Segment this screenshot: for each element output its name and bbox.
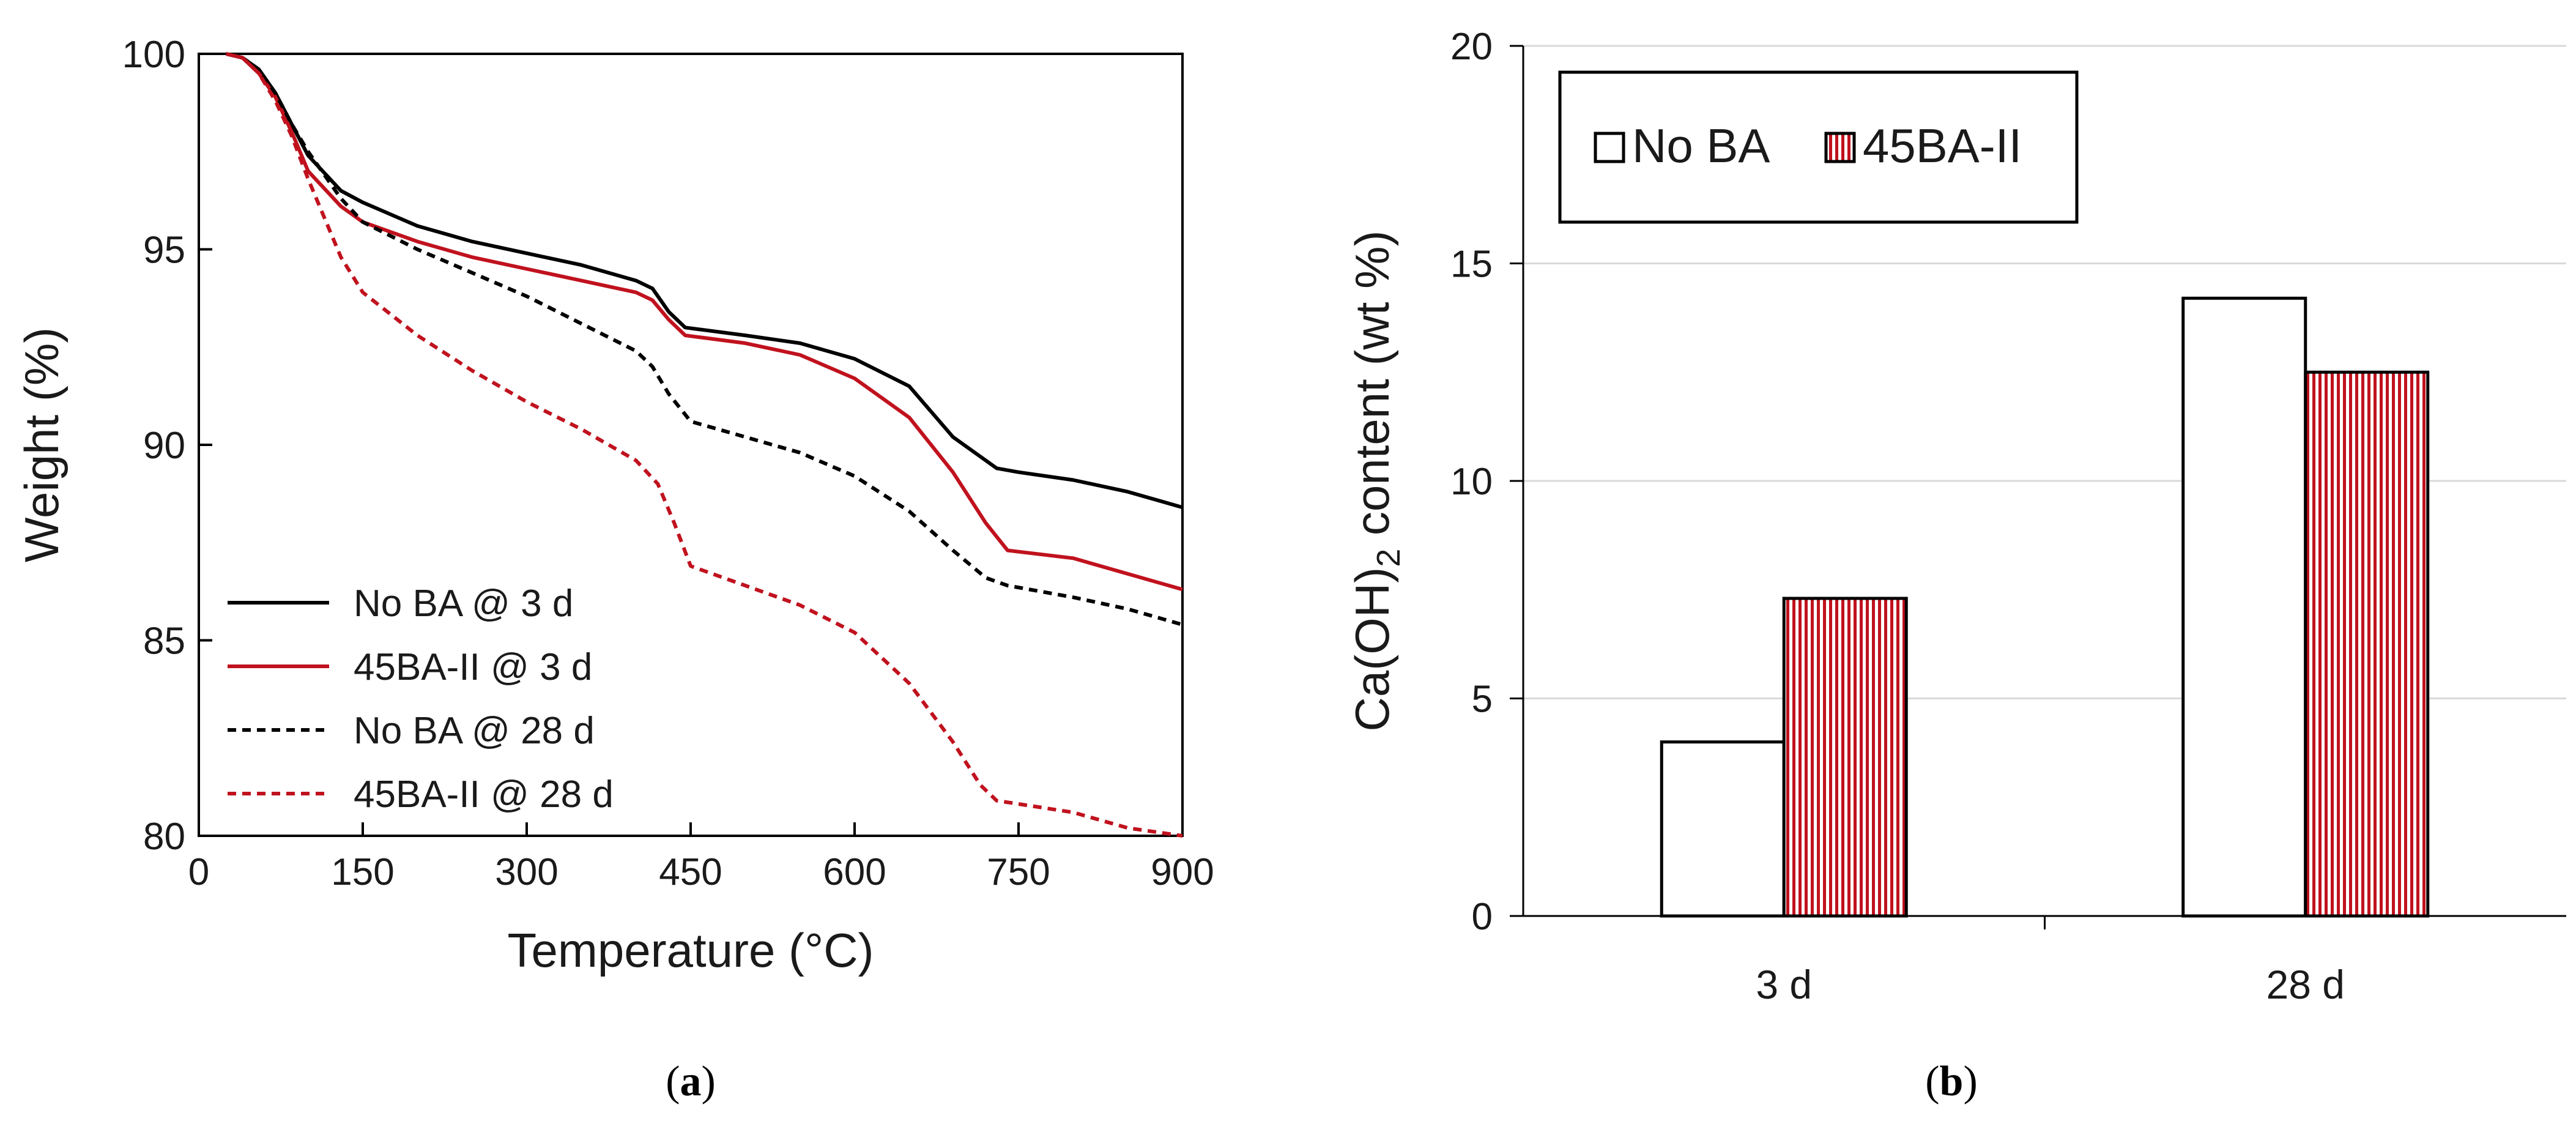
bar-category-labels: 3 d 28 d (1756, 916, 2345, 1007)
bar-45ba-ii-3-d (1782, 597, 1908, 918)
bar-category-label: 28 d (2266, 962, 2345, 1007)
tga-line-no-ba-28-d (226, 52, 1183, 627)
tga-x-tick-label: 0 (188, 851, 209, 893)
tga-x-tick-label: 450 (659, 851, 722, 893)
tga-y-tick-label: 85 (143, 620, 185, 663)
tga-y-tick-label: 90 (143, 425, 185, 467)
tga-x-tick-label: 150 (331, 851, 394, 893)
panel-b-caption: (b) (1925, 1058, 1978, 1105)
bar-y-tick-label: 10 (1450, 461, 1493, 503)
bar-y-tick-label: 15 (1450, 244, 1493, 286)
bar-legend-box (1558, 70, 2079, 224)
tga-x-ticks: 0 150 300 450 600 750 900 (188, 822, 1214, 893)
bar-category-label: 3 d (1756, 962, 1812, 1007)
tga-series-lines (226, 52, 1183, 838)
tga-x-tick-label: 900 (1151, 851, 1214, 893)
tga-legend-label: 45BA-II @ 3 d (354, 646, 592, 688)
tga-y-tick-label: 95 (143, 229, 185, 272)
panel-a-letter: a (680, 1058, 702, 1105)
bar-y-label-subscript: 2 (1370, 549, 1407, 567)
tga-y-ticks: 80 85 90 95 100 (122, 34, 212, 858)
bar-legend: No BA 45BA-II (1558, 70, 2079, 224)
tga-line-45ba-ii-28-d (226, 52, 1183, 838)
bar-y-tick-label: 5 (1472, 679, 1493, 721)
bar-y-label-rest: content (wt %) (1345, 231, 1399, 549)
bar-no-ba-3-d (1660, 740, 1786, 918)
tga-line-no-ba-3-d (226, 52, 1183, 510)
tga-legend-label: No BA @ 3 d (354, 582, 573, 625)
bar-no-ba-28-d (2181, 296, 2307, 918)
bar-y-ticks: 0 5 10 15 20 (1450, 26, 1523, 938)
tga-x-tick-label: 750 (987, 851, 1050, 893)
tga-legend-label: 45BA-II @ 28 d (354, 773, 614, 816)
bar-y-tick-label: 0 (1472, 896, 1493, 938)
bar-y-label-main: Ca(OH) (1345, 567, 1399, 732)
bar-y-axis-label: Ca(OH)2 content (wt %) (1345, 231, 1407, 732)
tga-chart-panel: 80 85 90 95 100 0 150 300 450 600 750 900 Temperat… (15, 34, 1214, 977)
tga-x-axis-label: Temperature (°C) (507, 923, 874, 977)
bar-y-tick-label: 20 (1450, 26, 1493, 68)
tga-x-tick-label: 300 (495, 851, 558, 893)
bar-legend-swatch-no-ba (1594, 132, 1625, 163)
tga-y-axis-label: Weight (%) (15, 327, 69, 562)
panel-b-letter: b (1940, 1058, 1964, 1105)
tga-plot-frame (198, 53, 1184, 837)
bar-legend-label: No BA (1632, 119, 1770, 173)
panel-a-caption: (a) (666, 1058, 716, 1105)
bar-legend-swatch-45ba-ii (1824, 132, 1856, 163)
tga-legend-label: No BA @ 28 d (354, 710, 595, 752)
tga-y-tick-label: 80 (143, 816, 185, 858)
bar-legend-label: 45BA-II (1863, 119, 2022, 173)
bar-series (1660, 296, 2430, 918)
tga-y-tick-label: 100 (122, 34, 185, 76)
bar-gridlines (1523, 45, 2566, 699)
tga-line-45ba-ii-3-d (226, 52, 1183, 592)
tga-x-tick-label: 600 (823, 851, 886, 893)
bar-45ba-ii-28-d (2304, 370, 2430, 918)
tga-legend: No BA @ 3 d 45BA-II @ 3 d No BA @ 28 d 45BA… (228, 582, 614, 816)
